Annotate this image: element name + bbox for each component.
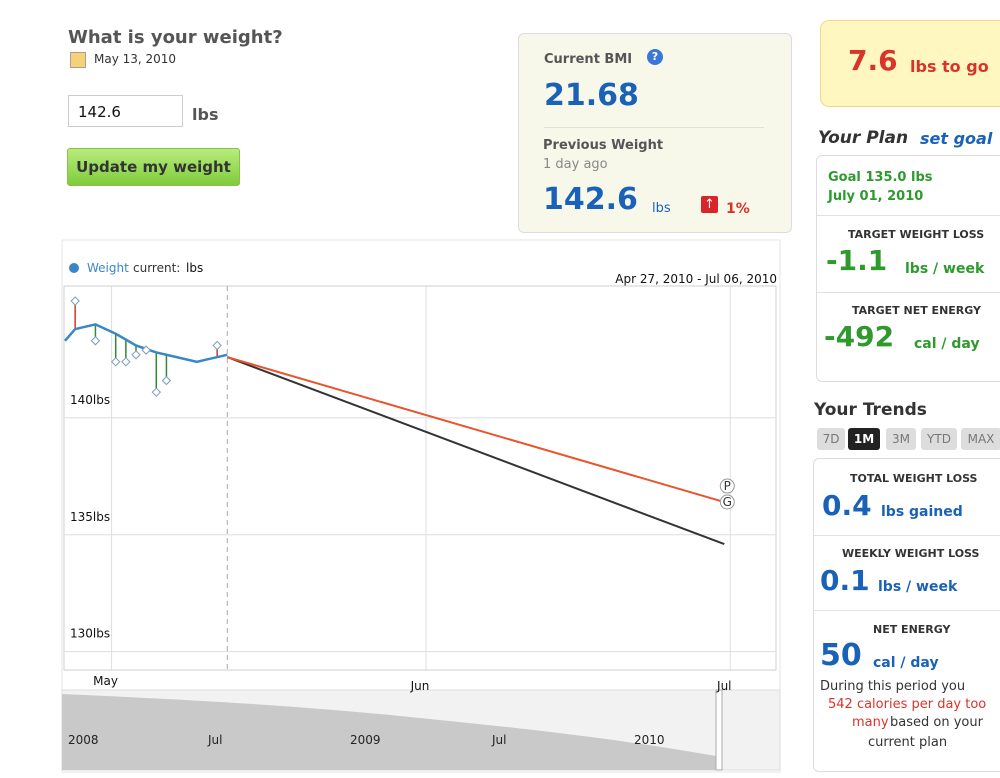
measurement-point	[111, 357, 121, 367]
x-tick-label: Jun	[410, 679, 430, 693]
energy-value: 50	[820, 638, 862, 673]
measurement-point	[141, 345, 151, 355]
trend-tab[interactable]: 7D	[817, 428, 845, 450]
measurement-point	[121, 357, 131, 367]
bmi-value: 21.68	[544, 78, 639, 113]
sidebar: 7.6 lbs to go Your Plan set goal Goal 13…	[800, 0, 1000, 778]
divider	[814, 610, 1000, 611]
plan-title: Your Plan	[818, 128, 909, 148]
previous-unit: lbs	[652, 201, 671, 216]
trend-tab[interactable]: MAX	[961, 428, 1000, 450]
x-tick-label: May	[93, 674, 118, 688]
end-marker	[719, 478, 735, 494]
date-range: Apr 27, 2010 - Jul 06, 2010	[615, 272, 777, 286]
navigator-label: Jul	[207, 733, 222, 747]
to-go-value: 7.6	[848, 44, 898, 77]
goal: Goal 135.0 lbs	[828, 170, 933, 185]
navigator	[61, 689, 781, 771]
title: What is your weight?	[68, 27, 283, 48]
plan-box	[816, 155, 1000, 382]
target-energy-label: TARGET NET ENERGY	[852, 304, 982, 317]
calendar-icon	[70, 52, 86, 68]
target-loss-unit: lbs / week	[905, 261, 985, 277]
divider	[814, 535, 1000, 536]
weight-input[interactable]: 142.6	[68, 95, 183, 127]
legend-dot	[69, 263, 79, 273]
energy-label: NET ENERGY	[873, 623, 951, 636]
energy-unit: cal / day	[873, 655, 939, 671]
trends-box	[813, 458, 1000, 772]
note: based on your	[890, 715, 983, 730]
change-icon: ↑	[701, 196, 718, 213]
note: many	[852, 715, 889, 730]
legend-unit: lbs	[186, 261, 203, 275]
target-loss-label: TARGET WEIGHT LOSS	[848, 228, 985, 241]
measurement-point	[212, 340, 222, 351]
projection-line	[227, 356, 725, 504]
end-marker	[719, 494, 735, 510]
navigator-area	[62, 694, 716, 770]
divider	[817, 215, 1000, 216]
navigator-label: Jul	[491, 733, 506, 747]
x-tick-label: Jul	[716, 679, 731, 693]
set-goal-link[interactable]: set goal	[920, 129, 993, 148]
navigator-label: 2010	[634, 733, 665, 747]
legend-name: Weight	[87, 261, 129, 275]
y-tick-label: 140lbs	[70, 393, 110, 407]
measurement-point	[161, 375, 172, 386]
end-label: G	[723, 495, 732, 509]
note: current plan	[868, 735, 948, 750]
weight-unit: lbs	[192, 105, 219, 124]
weekly-value: 0.1	[820, 564, 870, 597]
y-tick-label: 135lbs	[70, 510, 110, 524]
navigator-handle[interactable]	[715, 689, 723, 771]
trend-tab[interactable]: 1M	[848, 428, 880, 450]
divider	[817, 292, 1000, 293]
total-value: 0.4	[822, 489, 872, 522]
help-icon[interactable]: ?	[647, 49, 663, 65]
target-loss-value: -1.1	[826, 244, 888, 277]
trend-tab[interactable]: YTD	[921, 428, 957, 450]
trends-title: Your Trends	[814, 400, 927, 420]
y-tick-label: 130lbs	[70, 627, 110, 641]
goal-date: July 01, 2010	[828, 189, 924, 204]
entry-date: May 13, 2010	[94, 52, 177, 66]
weekly-unit: lbs / week	[878, 579, 958, 595]
target-energy-unit: cal / day	[914, 336, 980, 352]
legend-value-label: current:	[133, 261, 180, 275]
total-label: TOTAL WEIGHT LOSS	[850, 472, 978, 485]
measurement-point	[151, 387, 161, 397]
navigator-label: 2009	[350, 733, 381, 747]
previous-label: Previous Weight	[543, 138, 664, 153]
change-value: 1%	[726, 201, 750, 217]
previous-value: 142.6	[543, 182, 638, 217]
measurement-point	[131, 350, 141, 360]
update-button[interactable]: Update my weight	[67, 148, 240, 186]
to-go-box	[820, 20, 1000, 107]
projection-line	[226, 356, 725, 546]
end-label: P	[724, 479, 731, 493]
plot-area	[63, 285, 777, 671]
previous-when: 1 day ago	[543, 157, 608, 172]
weekly-label: WEEKLY WEIGHT LOSS	[842, 547, 980, 560]
divider	[544, 127, 764, 128]
total-unit: lbs gained	[881, 504, 963, 520]
navigator-label: 2008	[68, 733, 99, 747]
trend-tab[interactable]: 3M	[886, 428, 916, 450]
measurement-point	[70, 296, 80, 306]
to-go-text: lbs to go	[910, 57, 989, 76]
bmi-box	[518, 33, 792, 233]
note: 542 calories per day too	[828, 697, 987, 712]
measurement-point	[90, 336, 101, 346]
bmi-label: Current BMI	[544, 52, 633, 67]
target-energy-value: -492	[824, 320, 895, 353]
note: During this period you	[820, 679, 966, 694]
